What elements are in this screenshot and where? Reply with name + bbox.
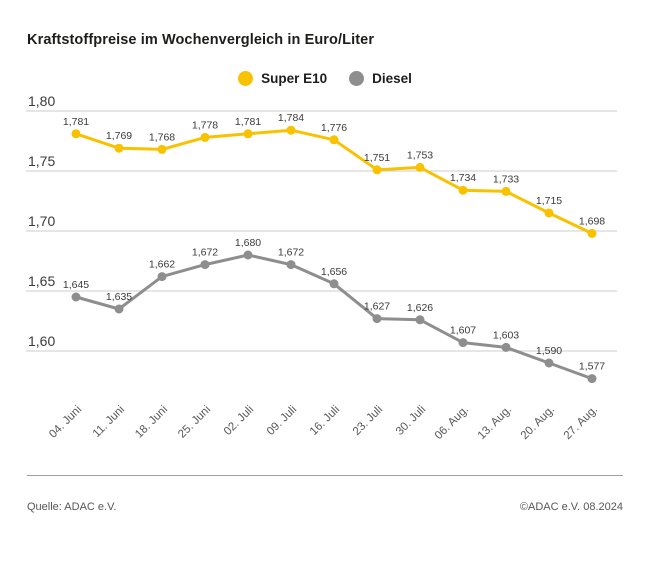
data-point [157,144,167,154]
data-point [587,228,597,238]
x-axis-tick-label: 11. Juni [91,404,127,440]
data-point [157,272,167,282]
data-point-label: 1,715 [536,195,562,207]
data-point [329,279,339,289]
y-axis-tick-label: 1,60 [28,333,55,349]
data-point [501,342,511,352]
source-text: Quelle: ADAC e.V. [27,501,117,513]
data-point [200,260,210,270]
data-point-label: 1,672 [192,247,218,259]
legend-item-diesel: Diesel [349,71,412,86]
data-point [71,292,81,302]
legend: Super E10 Diesel [0,71,650,86]
x-axis-tick-label: 27. Aug. [562,404,600,442]
data-point-label: 1,781 [63,116,89,128]
x-axis-tick-label: 09. Juli [265,404,299,438]
data-point [415,315,425,325]
data-point [243,250,253,260]
data-point [458,338,468,348]
legend-label-super-e10: Super E10 [261,71,328,86]
data-point-label: 1,753 [407,149,433,161]
legend-item-super-e10: Super E10 [238,71,327,86]
data-point-label: 1,662 [149,259,175,271]
data-point-label: 1,626 [407,302,433,314]
data-point [415,162,425,172]
x-axis-tick-label: 06. Aug. [433,404,471,442]
chart-title: Kraftstoffpreise im Wochenvergleich in E… [27,32,375,48]
data-point [544,208,554,218]
data-point-label: 1,645 [63,279,89,291]
data-point-label: 1,768 [149,131,175,143]
data-point [71,129,81,139]
data-point-label: 1,672 [278,247,304,259]
y-axis-tick-label: 1,65 [28,273,55,289]
diesel-dot-icon [349,71,365,86]
data-point-label: 1,769 [106,130,132,142]
data-point-label: 1,784 [278,112,304,124]
data-point-label: 1,590 [536,345,562,357]
data-point [458,185,468,195]
data-point-label: 1,680 [235,237,261,249]
data-point-label: 1,627 [364,301,390,313]
y-axis-tick-label: 1,75 [28,153,55,169]
x-axis-tick-label: 30. Juli [394,404,428,438]
data-point [286,125,296,135]
x-axis-tick-label: 18. Juni [133,404,170,441]
data-point [329,135,339,145]
data-point-label: 1,656 [321,266,347,278]
data-point [501,186,511,196]
x-axis-tick-label: 04. Juni [47,404,84,441]
data-point [200,132,210,142]
data-point-label: 1,778 [192,119,218,131]
data-point [372,314,382,324]
data-point [372,165,382,175]
data-point [587,374,597,384]
data-point-label: 1,776 [321,122,347,134]
copyright-text: ©ADAC e.V. 08.2024 [519,501,623,513]
x-axis-tick-label: 20. Aug. [519,404,557,442]
data-point-label: 1,607 [450,325,476,337]
x-axis-tick-label: 25. Juni [176,404,213,441]
x-axis-tick-label: 16. Juli [308,404,342,438]
data-point-label: 1,577 [579,361,605,373]
data-point [286,260,296,270]
data-point-label: 1,698 [579,215,605,227]
data-point [114,304,124,314]
x-axis-tick-label: 13. Aug. [476,404,514,442]
data-point [243,129,253,139]
data-point-label: 1,733 [493,173,519,185]
data-point-label: 1,751 [364,152,390,164]
y-axis-tick-label: 1,80 [28,93,55,109]
data-point [114,143,124,153]
data-point-label: 1,635 [106,291,132,303]
data-point-label: 1,603 [493,329,519,341]
y-axis-tick-label: 1,70 [28,213,55,229]
data-point [544,358,554,368]
data-point-label: 1,734 [450,172,476,184]
x-axis-tick-label: 23. Juli [351,404,385,438]
data-point-label: 1,781 [235,116,261,128]
footer-divider [27,475,623,476]
super-e10-dot-icon [238,71,254,86]
x-axis-tick-label: 02. Juli [222,404,256,438]
legend-label-diesel: Diesel [372,71,412,86]
